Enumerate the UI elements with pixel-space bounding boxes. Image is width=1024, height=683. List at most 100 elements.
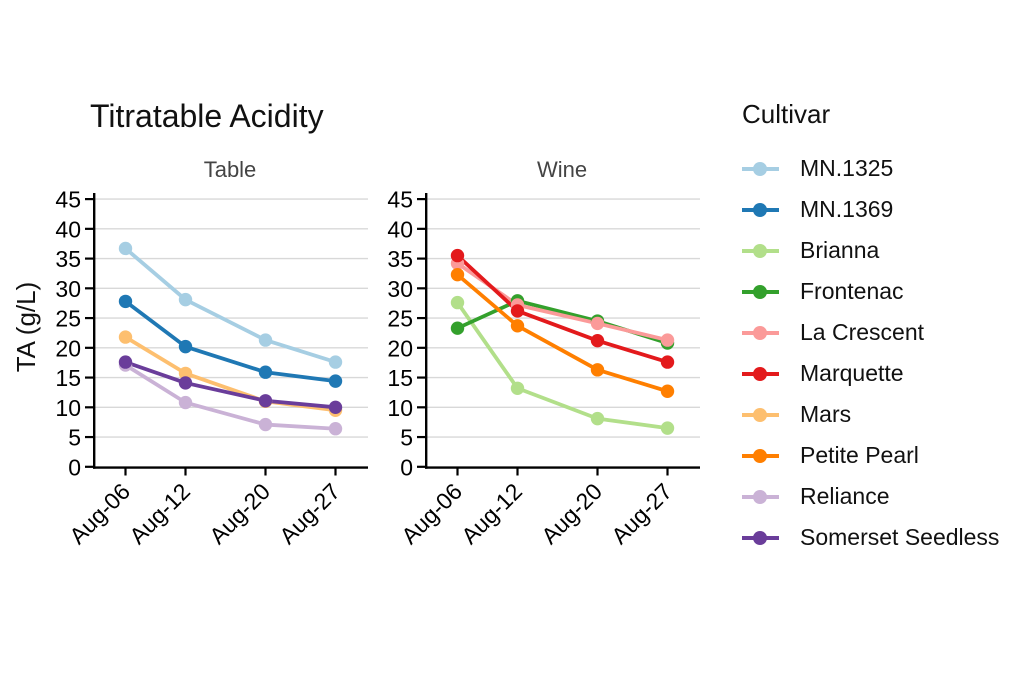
data-point-marquette xyxy=(450,248,465,263)
data-point-brianna xyxy=(450,295,465,310)
legend-item-mn-1369: MN.1369 xyxy=(742,189,999,230)
data-point-somerset-seedless xyxy=(178,376,193,390)
y-tick-label: 25 xyxy=(387,306,413,332)
legend-dot-icon xyxy=(753,161,767,176)
series-line-mn-1325 xyxy=(124,247,337,364)
legend-label: Somerset Seedless xyxy=(800,524,1000,550)
y-tick-label: 15 xyxy=(55,365,81,391)
legend-key-icon xyxy=(742,325,779,340)
legend-key-icon xyxy=(742,161,779,176)
legend-label: Petite Pearl xyxy=(800,442,919,468)
y-axis-title: TA (g/L) xyxy=(11,281,41,373)
legend-dot-icon xyxy=(753,407,767,422)
legend-item-la-crescent: La Crescent xyxy=(742,312,999,353)
legend-item-mn-1325: MN.1325 xyxy=(742,148,999,189)
x-tick-label: Aug-27 xyxy=(274,478,345,549)
data-point-la-crescent xyxy=(590,316,605,331)
series-line-mn-1369 xyxy=(124,299,336,384)
y-tick-label: 40 xyxy=(55,216,81,242)
y-tick-label: 25 xyxy=(55,306,81,332)
x-tick-label: Aug-20 xyxy=(204,478,275,549)
legend: Cultivar MN.1325 MN.1369 Brianna Frontenac L… xyxy=(742,99,999,558)
x-tick-label: Aug-27 xyxy=(606,478,677,549)
data-point-brianna xyxy=(590,411,605,426)
data-point-mn-1369 xyxy=(178,339,193,354)
y-tick-label: 10 xyxy=(55,395,81,421)
legend-dot-icon xyxy=(753,448,767,463)
legend-key-icon xyxy=(742,530,779,545)
series-line-brianna xyxy=(455,301,668,431)
y-tick-label: 35 xyxy=(55,246,81,272)
legend-items: MN.1325 MN.1369 Brianna Frontenac La Crescen… xyxy=(742,148,999,558)
legend-item-frontenac: Frontenac xyxy=(742,271,999,312)
legend-item-reliance: Reliance xyxy=(742,476,999,517)
data-point-mn-1325 xyxy=(258,333,273,347)
data-point-somerset-seedless xyxy=(118,355,133,369)
series-line-somerset-seedless xyxy=(124,360,336,410)
legend-item-petite-pearl: Petite Pearl xyxy=(742,435,999,476)
y-tick-label: 35 xyxy=(387,246,413,272)
data-point-reliance xyxy=(328,422,343,436)
series-line-reliance xyxy=(124,363,336,431)
legend-label: Mars xyxy=(800,401,852,427)
y-tick-label: 30 xyxy=(55,276,81,302)
y-tick-label: 30 xyxy=(387,276,413,302)
x-tick-label: Aug-06 xyxy=(396,478,467,549)
legend-item-brianna: Brianna xyxy=(742,230,999,271)
data-point-brianna xyxy=(660,421,675,435)
legend-label: Marquette xyxy=(800,360,904,386)
x-tick-label: Aug-06 xyxy=(64,478,135,549)
legend-key-icon xyxy=(742,489,779,504)
legend-dot-icon xyxy=(753,530,767,545)
data-point-somerset-seedless xyxy=(258,394,273,408)
legend-label: MN.1325 xyxy=(800,155,894,181)
y-tick-label: 45 xyxy=(55,187,81,213)
data-point-la-crescent xyxy=(660,333,675,347)
x-tick-label: Aug-12 xyxy=(124,478,195,549)
data-point-mn-1369 xyxy=(118,294,133,309)
data-point-somerset-seedless xyxy=(328,400,343,415)
y-tick-label: 5 xyxy=(68,425,81,451)
data-point-petite-pearl xyxy=(590,363,605,377)
legend-label: Frontenac xyxy=(800,278,904,304)
legend-dot-icon xyxy=(753,284,767,299)
data-point-marquette xyxy=(590,333,605,348)
y-tick-label: 5 xyxy=(400,425,413,451)
legend-key-icon xyxy=(742,202,779,217)
x-tick-label: Aug-12 xyxy=(456,478,527,549)
legend-dot-icon xyxy=(753,202,767,217)
y-tick-label: 45 xyxy=(387,187,413,213)
data-point-reliance xyxy=(178,395,193,410)
data-point-petite-pearl xyxy=(660,384,675,398)
x-tick-label: Aug-20 xyxy=(536,478,607,549)
legend-label: La Crescent xyxy=(800,319,925,345)
legend-dot-icon xyxy=(753,243,767,258)
chart-title: Titratable Acidity xyxy=(90,98,324,134)
y-tick-label: 0 xyxy=(400,454,413,480)
legend-dot-icon xyxy=(753,325,767,340)
data-point-marquette xyxy=(660,355,675,369)
legend-key-icon xyxy=(742,243,779,258)
legend-item-mars: Mars xyxy=(742,394,999,435)
series-line-marquette xyxy=(456,254,669,364)
data-point-mn-1369 xyxy=(328,374,343,388)
y-tick-label: 20 xyxy=(387,335,413,361)
legend-dot-icon xyxy=(753,366,767,381)
panel-title-table: Table xyxy=(203,157,257,182)
legend-key-icon xyxy=(742,407,779,422)
y-tick-label: 20 xyxy=(55,335,81,361)
data-point-mn-1325 xyxy=(328,355,343,369)
legend-key-icon xyxy=(742,284,779,299)
panel-title-wine: Wine xyxy=(536,157,588,182)
legend-item-somerset-seedless: Somerset Seedless xyxy=(742,517,999,558)
series-line-frontenac xyxy=(456,298,669,345)
data-point-frontenac xyxy=(450,321,465,335)
y-tick-label: 0 xyxy=(68,454,81,480)
legend-label: MN.1369 xyxy=(800,196,894,222)
y-tick-label: 15 xyxy=(387,365,413,391)
data-point-mn-1369 xyxy=(258,365,273,379)
data-point-petite-pearl xyxy=(450,267,465,282)
legend-key-icon xyxy=(742,366,779,381)
data-point-mn-1325 xyxy=(118,241,133,256)
